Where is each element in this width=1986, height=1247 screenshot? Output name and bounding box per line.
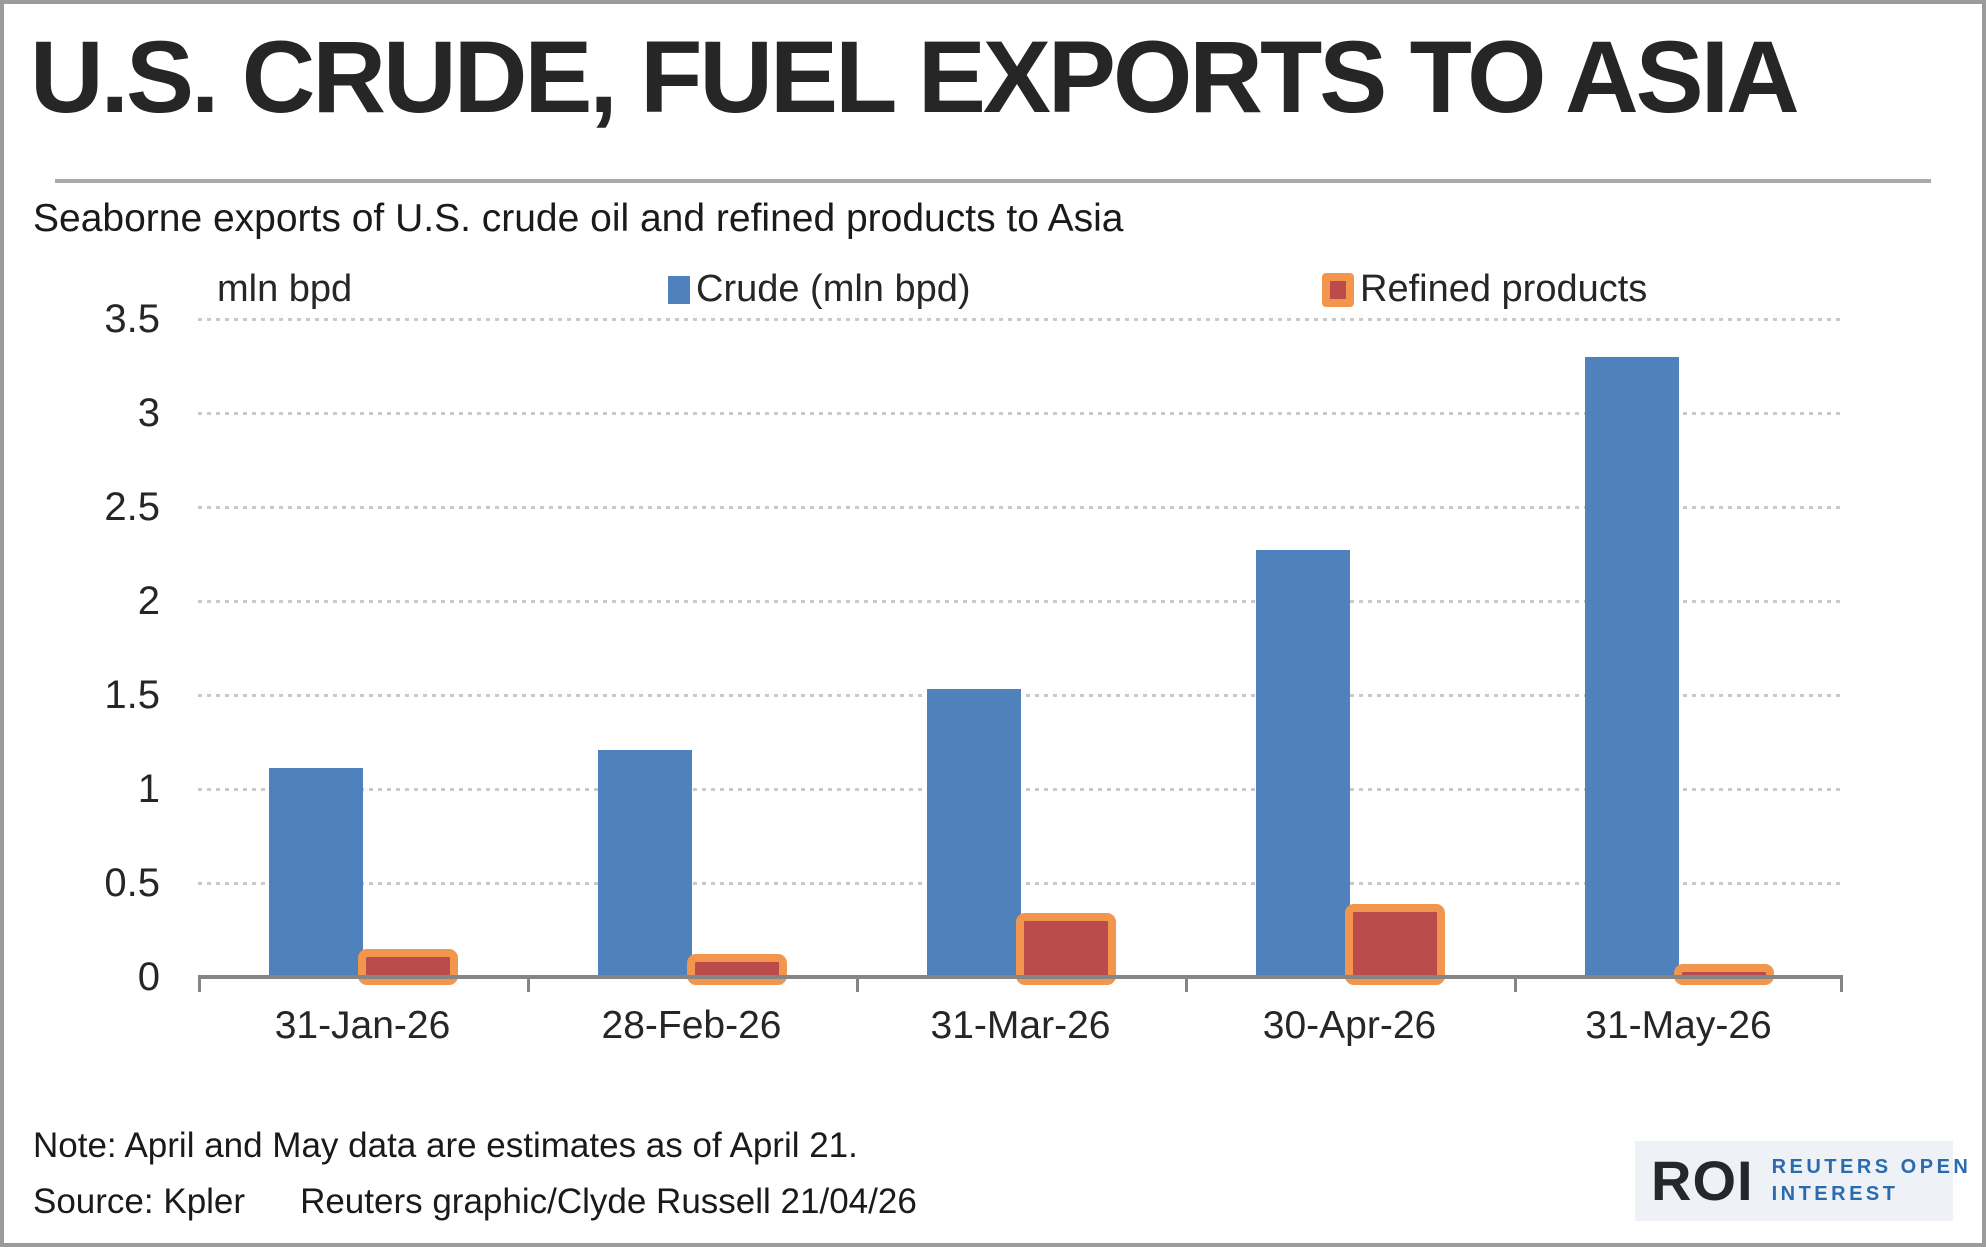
chart-title: U.S. CRUDE, FUEL EXPORTS TO ASIA	[30, 20, 1800, 134]
y-tick-label-2: 2	[137, 579, 160, 623]
x-tick-label-31-Mar-26: 31-Mar-26	[930, 1004, 1111, 1047]
legend-refined-label: Refined products	[1360, 268, 1648, 310]
gridline-2.0	[198, 599, 1843, 603]
y-tick-label-3.5: 3.5	[104, 297, 160, 341]
gridline-0.5	[198, 881, 1843, 885]
gridline-1.0	[198, 787, 1843, 791]
legend-item-refined: Refined products	[1322, 268, 1647, 311]
title-divider	[55, 179, 1931, 183]
y-tick-label-0: 0	[137, 955, 160, 999]
x-tick-label-30-Apr-26: 30-Apr-26	[1262, 1004, 1437, 1047]
y-axis-unit-label: mln bpd	[217, 268, 353, 310]
gridline-3.0	[198, 411, 1843, 415]
bar-crude-31-Jan-26	[268, 768, 363, 977]
x-tick-label-31-Jan-26: 31-Jan-26	[274, 1004, 451, 1047]
bar-refined-31-May-26	[1673, 963, 1774, 985]
roi-logo-line2: INTEREST	[1771, 1183, 1899, 1205]
plot-area	[198, 317, 1843, 992]
source-line: Source: Kpler Reuters graphic/Clyde Russe…	[33, 1182, 917, 1222]
x-axis-tick-labels: 31-Jan-26 28-Feb-26 31-Mar-26 30-Apr-26 31-M…	[198, 1004, 1843, 1054]
roi-logo-line1: REUTERS OPEN	[1771, 1156, 1972, 1178]
footnote: Note: April and May data are estimates a…	[33, 1126, 858, 1165]
crude-swatch-icon	[668, 275, 690, 304]
y-axis-tick-labels: 0 0.5 1 1.5 2 2.5 3 3.5	[36, 297, 160, 999]
roi-logo: ROI REUTERS OPEN INTEREST	[1635, 1141, 1968, 1221]
refined-swatch-icon	[1322, 272, 1354, 307]
x-axis-tick	[1514, 977, 1517, 992]
credit-label: Reuters graphic/Clyde Russell 21/04/26	[300, 1182, 917, 1221]
x-tick-label-31-May-26: 31-May-26	[1585, 1004, 1772, 1047]
bar-crude-30-Apr-26	[1255, 550, 1350, 977]
x-axis-tick	[198, 977, 201, 992]
bar-refined-31-Jan-26	[357, 948, 458, 985]
legend-crude-label: Crude (mln bpd)	[696, 268, 971, 310]
bar-refined-30-Apr-26	[1344, 903, 1445, 985]
x-axis-line	[198, 975, 1843, 979]
gridline-1.5	[198, 693, 1843, 697]
roi-logo-text: REUTERS OPEN INTEREST	[1772, 1154, 1972, 1208]
chart-subtitle: Seaborne exports of U.S. crude oil and r…	[33, 197, 1124, 240]
x-axis-tick	[1840, 977, 1843, 992]
roi-logo-mark: ROI	[1651, 1149, 1754, 1212]
gridline-2.5	[198, 505, 1843, 509]
bar-crude-31-Mar-26	[926, 689, 1021, 977]
y-tick-label-3: 3	[137, 391, 160, 435]
y-tick-label-1: 1	[137, 767, 160, 811]
legend-item-crude: Crude (mln bpd)	[668, 268, 971, 311]
source-label: Source: Kpler	[33, 1182, 246, 1221]
y-tick-label-1.5: 1.5	[104, 673, 160, 717]
y-tick-label-0.5: 0.5	[104, 861, 160, 905]
bar-crude-31-May-26	[1584, 356, 1679, 977]
x-axis-tick	[1185, 977, 1188, 992]
bar-refined-31-Mar-26	[1015, 913, 1116, 985]
x-axis-tick	[856, 977, 859, 992]
y-tick-label-2.5: 2.5	[104, 485, 160, 529]
gridline-3.5	[198, 317, 1843, 321]
bar-refined-28-Feb-26	[686, 954, 787, 985]
x-axis-tick	[527, 977, 530, 992]
x-tick-label-28-Feb-26: 28-Feb-26	[601, 1004, 782, 1047]
bar-crude-28-Feb-26	[597, 749, 692, 977]
